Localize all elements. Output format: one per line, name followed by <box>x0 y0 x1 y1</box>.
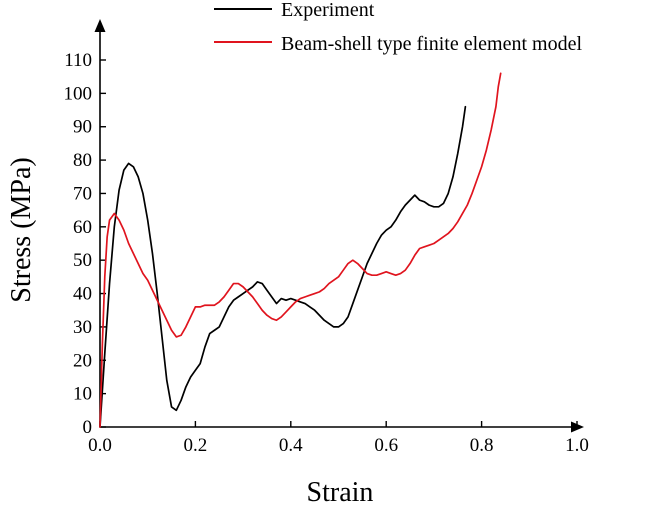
x-tick-label: 0.6 <box>374 435 398 456</box>
axes <box>94 19 584 433</box>
x-tick-label: 0.2 <box>184 435 208 456</box>
y-tick-label: 70 <box>73 183 92 204</box>
y-tick-label: 60 <box>73 217 92 238</box>
y-tick-label: 110 <box>64 50 92 71</box>
x-axis-title: Strain <box>307 477 374 506</box>
y-tick-label: 0 <box>83 417 93 438</box>
plot-series <box>99 72 502 428</box>
y-tick-label: 50 <box>73 250 92 271</box>
legend-label-beam-shell: Beam-shell type finite element model <box>281 33 582 55</box>
y-tick-label: 20 <box>73 350 92 371</box>
y-tick-label: 90 <box>73 117 92 138</box>
x-ticks: 0.0 0.2 0.4 0.6 0.8 1.0 <box>88 421 589 456</box>
x-tick-label: 0.4 <box>279 435 303 456</box>
y-tick-label: 80 <box>73 150 92 171</box>
y-axis-title: Stress (MPa) <box>6 157 37 302</box>
y-tick-label: 10 <box>73 384 92 405</box>
y-axis-arrow <box>94 19 106 32</box>
x-tick-label: 0.8 <box>470 435 494 456</box>
series-line-beam-shell <box>99 72 502 428</box>
y-tick-label: 40 <box>73 284 92 305</box>
y-tick-label: 100 <box>64 83 93 104</box>
x-tick-label: 0.0 <box>88 435 112 456</box>
x-tick-label: 1.0 <box>565 435 589 456</box>
y-tick-label: 30 <box>73 317 92 338</box>
legend: Experiment Beam-shell type finite elemen… <box>214 0 582 55</box>
series-line-experiment <box>99 105 467 428</box>
legend-label-experiment: Experiment <box>281 0 375 21</box>
